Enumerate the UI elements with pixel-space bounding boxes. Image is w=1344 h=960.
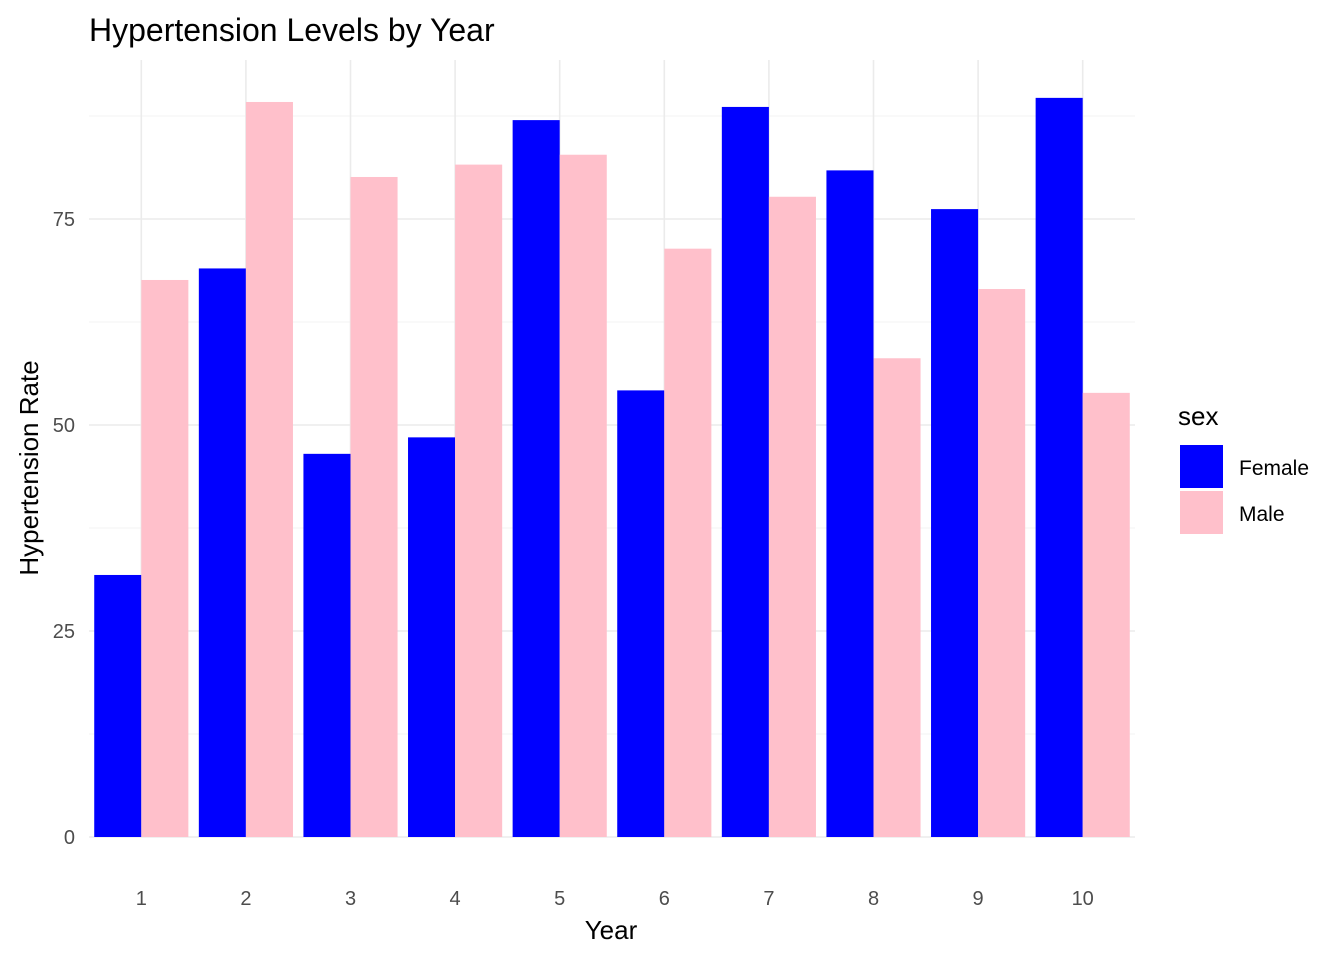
- x-axis-title: Year: [585, 915, 638, 945]
- y-tick-label: 75: [53, 209, 75, 231]
- x-tick-label: 5: [554, 888, 565, 910]
- bar-male-3: [350, 176, 398, 837]
- legend-key-female: [1180, 445, 1223, 488]
- bar-male-9: [978, 289, 1026, 837]
- legend-label-female: Female: [1239, 457, 1309, 480]
- bar-male-7: [768, 196, 816, 837]
- x-tick-label: 3: [345, 888, 356, 910]
- y-tick-label: 25: [53, 621, 75, 643]
- bar-female-4: [408, 437, 456, 837]
- x-tick-label: 8: [868, 888, 879, 910]
- x-tick-label: 4: [450, 888, 461, 910]
- bar-male-4: [455, 164, 503, 838]
- bar-male-8: [873, 358, 921, 837]
- x-tick-label: 1: [136, 888, 147, 910]
- bar-male-10: [1082, 392, 1130, 837]
- y-axis-ticks: 0 25 50 75: [53, 209, 75, 849]
- bar-female-1: [94, 574, 142, 837]
- y-tick-label: 50: [53, 415, 75, 437]
- x-tick-label: 10: [1072, 888, 1094, 910]
- bar-female-6: [617, 390, 665, 837]
- chart-title: Hypertension Levels by Year: [89, 12, 495, 48]
- bar-male-6: [664, 248, 712, 837]
- bar-female-10: [1035, 97, 1083, 837]
- bar-female-3: [303, 453, 351, 837]
- legend-key-male: [1180, 491, 1223, 534]
- x-tick-label: 7: [763, 888, 774, 910]
- legend: sex Female Male: [1178, 401, 1309, 534]
- bar-male-2: [245, 101, 293, 837]
- bar-male-5: [559, 154, 607, 837]
- bar-female-7: [721, 106, 769, 838]
- bar-female-2: [198, 268, 246, 837]
- y-tick-label: 0: [64, 827, 75, 849]
- x-tick-label: 2: [240, 888, 251, 910]
- legend-label-male: Male: [1239, 503, 1285, 526]
- y-axis-title: Hypertension Rate: [14, 360, 44, 575]
- legend-items: Female Male: [1180, 445, 1309, 534]
- x-tick-label: 6: [659, 888, 670, 910]
- bar-male-1: [141, 279, 189, 837]
- bars: [94, 97, 1130, 838]
- bar-female-9: [931, 209, 979, 837]
- legend-title: sex: [1178, 401, 1218, 431]
- x-tick-label: 9: [973, 888, 984, 910]
- x-axis-ticks: 1 2 3 4 5 6 7 8 9 10: [136, 888, 1094, 910]
- bar-female-8: [826, 170, 874, 837]
- bar-female-5: [512, 120, 560, 838]
